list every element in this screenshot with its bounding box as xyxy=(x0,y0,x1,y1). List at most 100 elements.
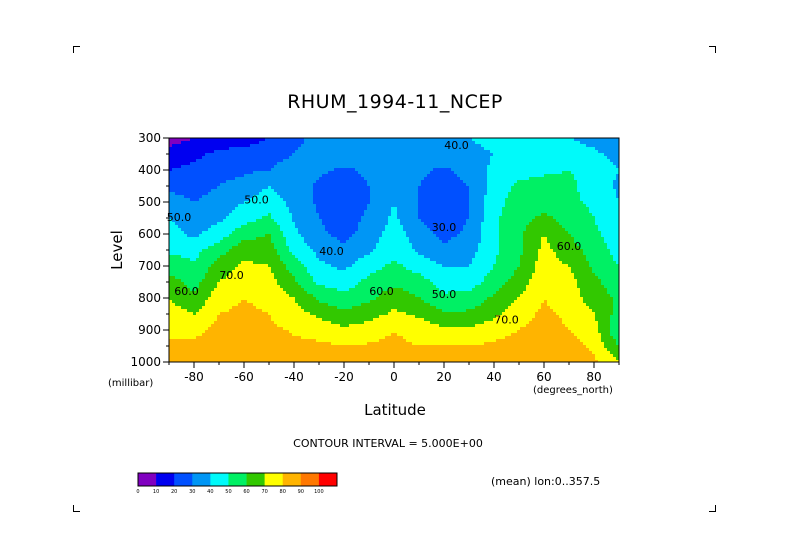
heatmap-cell xyxy=(376,153,380,157)
heatmap-cell xyxy=(511,159,515,163)
heatmap-cell xyxy=(364,207,368,211)
heatmap-cell xyxy=(325,177,329,181)
heatmap-cell xyxy=(481,162,485,166)
heatmap-cell xyxy=(325,225,329,229)
heatmap-cell xyxy=(409,195,413,199)
heatmap-cell xyxy=(469,159,473,163)
heatmap-cell xyxy=(268,216,272,220)
heatmap-cell xyxy=(193,231,197,235)
heatmap-cell xyxy=(220,165,224,169)
heatmap-cell xyxy=(244,198,248,202)
heatmap-cell xyxy=(325,147,329,151)
heatmap-cell xyxy=(550,198,554,202)
heatmap-cell xyxy=(268,213,272,217)
heatmap-cell xyxy=(199,177,203,181)
heatmap-cell xyxy=(604,168,608,172)
heatmap-cell xyxy=(598,165,602,169)
heatmap-cell xyxy=(490,138,494,142)
heatmap-cell xyxy=(241,195,245,199)
heatmap-cell xyxy=(235,234,239,238)
heatmap-cell xyxy=(499,192,503,196)
heatmap-cell xyxy=(580,219,584,223)
heatmap-cell xyxy=(559,174,563,178)
heatmap-cell xyxy=(301,213,305,217)
heatmap-cell xyxy=(541,186,545,190)
heatmap-cell xyxy=(214,183,218,187)
heatmap-cell xyxy=(481,204,485,208)
heatmap-cell xyxy=(277,204,281,208)
heatmap-cell xyxy=(256,180,260,184)
heatmap-cell xyxy=(169,222,173,226)
heatmap-cell xyxy=(397,144,401,148)
heatmap-cell xyxy=(322,201,326,205)
heatmap-cell xyxy=(265,207,269,211)
heatmap-cell xyxy=(190,180,194,184)
heatmap-cell xyxy=(577,183,581,187)
heatmap-cell xyxy=(556,201,560,205)
heatmap-cell xyxy=(190,189,194,193)
heatmap-cell xyxy=(283,171,287,175)
heatmap-cell xyxy=(325,138,329,142)
heatmap-cell xyxy=(601,180,605,184)
heatmap-cell xyxy=(484,165,488,169)
heatmap-cell xyxy=(487,234,491,238)
heatmap-cell xyxy=(415,201,419,205)
heatmap-cell xyxy=(334,177,338,181)
heatmap-cell xyxy=(520,234,524,238)
heatmap-cell xyxy=(211,204,215,208)
heatmap-cell xyxy=(205,204,209,208)
heatmap-cell xyxy=(370,213,374,217)
heatmap-cell xyxy=(205,153,209,157)
heatmap-cell xyxy=(457,195,461,199)
heatmap-cell xyxy=(409,174,413,178)
heatmap-cell xyxy=(589,204,593,208)
heatmap-cell xyxy=(436,189,440,193)
heatmap-cell xyxy=(295,144,299,148)
heatmap-cell xyxy=(520,168,524,172)
heatmap-cell xyxy=(238,153,242,157)
heatmap-cell xyxy=(586,162,590,166)
heatmap-cell xyxy=(541,138,545,142)
heatmap-cell xyxy=(580,210,584,214)
heatmap-cell xyxy=(259,168,263,172)
heatmap-cell xyxy=(616,153,620,157)
heatmap-cell xyxy=(253,201,257,205)
heatmap-cell xyxy=(412,159,416,163)
heatmap-cell xyxy=(520,153,524,157)
heatmap-cell xyxy=(208,204,212,208)
heatmap-cell xyxy=(367,180,371,184)
heatmap-cell xyxy=(541,183,545,187)
heatmap-cell xyxy=(523,195,527,199)
heatmap-cell xyxy=(325,189,329,193)
heatmap-cell xyxy=(580,165,584,169)
heatmap-cell xyxy=(241,192,245,196)
heatmap-cell xyxy=(193,204,197,208)
heatmap-cell xyxy=(448,144,452,148)
heatmap-cell xyxy=(526,171,530,175)
heatmap-cell xyxy=(292,144,296,148)
heatmap-cell xyxy=(604,204,608,208)
heatmap-cell xyxy=(577,198,581,202)
heatmap-cell xyxy=(295,165,299,169)
heatmap-cell xyxy=(256,210,260,214)
heatmap-cell xyxy=(367,150,371,154)
heatmap-cell xyxy=(433,207,437,211)
heatmap-cell xyxy=(211,168,215,172)
heatmap-cell xyxy=(274,219,278,223)
heatmap-cell xyxy=(226,171,230,175)
heatmap-cell xyxy=(229,150,233,154)
heatmap-cell xyxy=(223,177,227,181)
heatmap-cell xyxy=(280,222,284,226)
heatmap-cell xyxy=(292,138,296,142)
heatmap-cell xyxy=(553,225,557,229)
heatmap-cell xyxy=(577,195,581,199)
heatmap-cell xyxy=(271,201,275,205)
heatmap-cell xyxy=(289,153,293,157)
heatmap-cell xyxy=(202,159,206,163)
heatmap-cell xyxy=(373,180,377,184)
heatmap-cell xyxy=(244,168,248,172)
heatmap-cell xyxy=(316,186,320,190)
heatmap-cell xyxy=(472,180,476,184)
heatmap-cell xyxy=(322,141,326,145)
heatmap-cell xyxy=(355,207,359,211)
